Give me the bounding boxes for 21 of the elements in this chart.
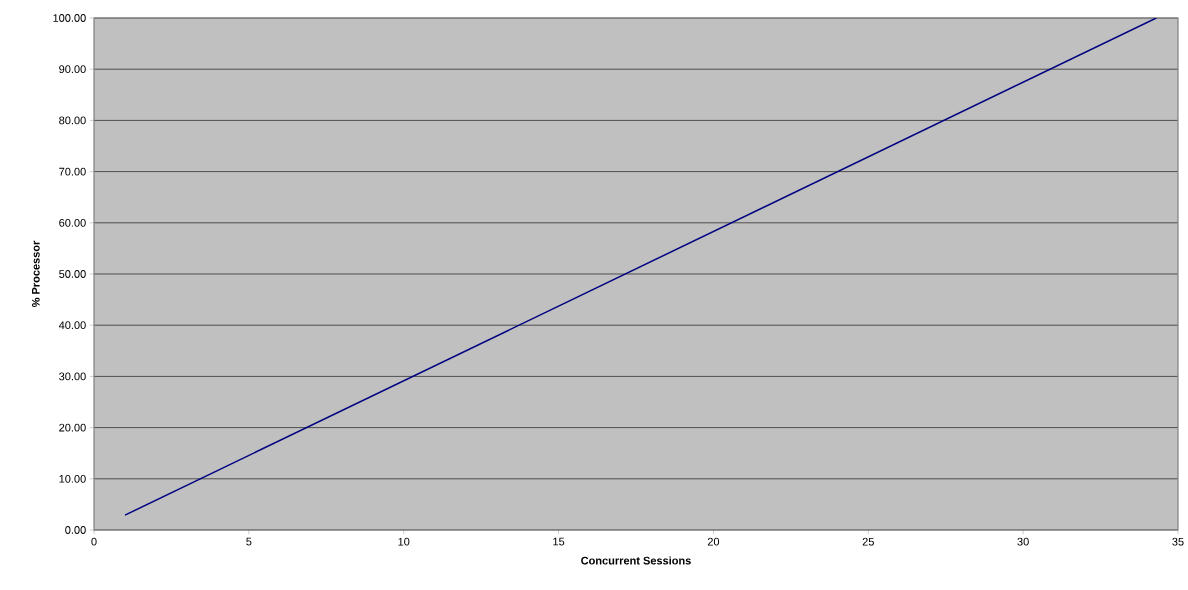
x-tick-label: 25 (862, 537, 874, 546)
x-tick-label: 35 (1172, 537, 1184, 546)
y-tick-label: 70.00 (59, 167, 86, 176)
y-axis-title: % Processor (31, 240, 40, 308)
y-tick-label: 10.00 (59, 474, 86, 483)
x-tick-label: 5 (246, 537, 252, 546)
y-tick-label: 60.00 (59, 218, 86, 227)
y-tick-label: 90.00 (59, 65, 86, 74)
x-tick-label: 15 (553, 537, 565, 546)
y-tick-label: 20.00 (59, 423, 86, 432)
y-tick-label: 30.00 (59, 372, 86, 381)
y-tick-label: 100.00 (53, 14, 86, 22)
x-tick-label: 30 (1017, 537, 1029, 546)
x-axis-title: Concurrent Sessions (581, 556, 691, 565)
x-tick-label: 10 (398, 537, 410, 546)
x-tick-label: 20 (707, 537, 720, 546)
y-tick-label: 50.00 (59, 270, 86, 278)
x-tick-label: 0 (91, 537, 97, 546)
y-tick-label: 40.00 (58, 321, 86, 330)
y-tick-label: 0.00 (65, 526, 86, 534)
y-tick-label: 80.00 (59, 116, 86, 125)
